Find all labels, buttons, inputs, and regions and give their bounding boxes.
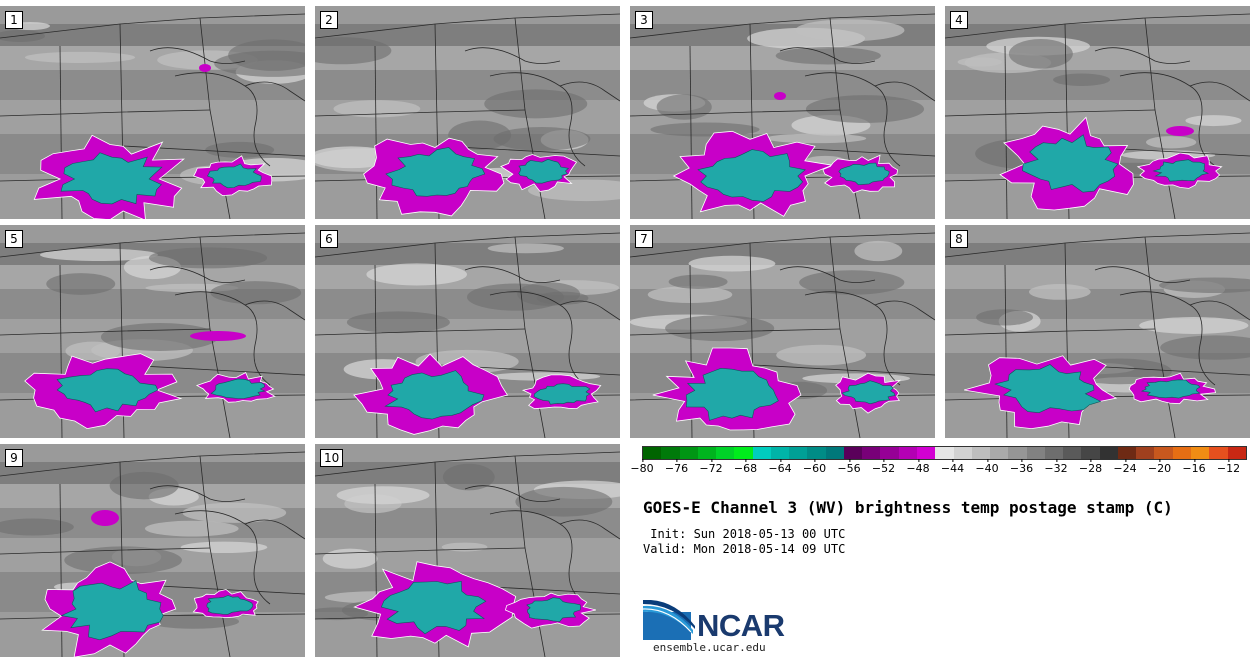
postage-stamp-panel: 8 [945, 225, 1250, 438]
colorbar-swatch [990, 447, 1009, 459]
colorbar: −80 −76 −72 −68 −64 −60 −56 −52 −48 −44 −40 −36 −32−… [630, 446, 1248, 486]
postage-stamp-panel: 1 [0, 6, 305, 219]
colorbar-swatch [1081, 447, 1100, 459]
water-vapor-map [315, 225, 620, 438]
panel-number-label: 1 [5, 11, 23, 29]
colorbar-tick-label: −44 [940, 459, 965, 475]
colorbar-tick-label: −32 [1044, 459, 1068, 475]
colorbar-swatch [1044, 447, 1064, 459]
colorbar-swatch [862, 447, 881, 459]
colorbar-swatch [953, 447, 972, 459]
colorbar-tick-label: −40 [975, 459, 999, 475]
colorbar-ticks: −80 −76 −72 −68 −64 −60 −56 −52 −48 −44 −40 −36 −32−… [630, 459, 1247, 480]
water-vapor-map [0, 444, 305, 657]
colorbar-swatch [898, 447, 917, 459]
colorbar-tick-label: −36 [1009, 459, 1034, 475]
postage-stamp-panel: 6 [315, 225, 620, 438]
colorbar-swatches [642, 446, 1247, 460]
figure-title: GOES-E Channel 3 (WV) brightness temp po… [643, 498, 1173, 517]
colorbar-swatch [716, 447, 735, 459]
init-time: Init: Sun 2018-05-13 00 UTC [643, 527, 846, 541]
colorbar-tick-label: −12 [1216, 459, 1241, 475]
panel-number-label: 9 [5, 449, 23, 467]
colorbar-swatch [679, 447, 698, 459]
ncar-logo-icon [643, 600, 695, 640]
colorbar-swatch [697, 447, 717, 459]
colorbar-swatch [1099, 447, 1118, 459]
colorbar-tick-label: −20 [1147, 459, 1172, 475]
postage-stamp-panel: 4 [945, 6, 1250, 219]
ncar-logo-text: NCAR [697, 608, 785, 643]
colorbar-swatch [971, 447, 991, 459]
colorbar-swatch [661, 447, 680, 459]
colorbar-tick-label: −76 [664, 459, 689, 475]
postage-stamp-panel: 5 [0, 225, 305, 438]
postage-stamp-panel: 9 [0, 444, 305, 657]
colorbar-tick-label: −48 [906, 459, 930, 475]
panel-number-label: 4 [950, 11, 968, 29]
colorbar-swatch [1063, 447, 1082, 459]
water-vapor-map [315, 444, 620, 657]
water-vapor-map [315, 6, 620, 219]
postage-stamp-panel: 2 [315, 6, 620, 219]
colorbar-swatch [825, 447, 844, 459]
panel-number-label: 3 [635, 11, 653, 29]
water-vapor-map [945, 225, 1250, 438]
colorbar-swatch [770, 447, 790, 459]
panel-number-label: 7 [635, 230, 653, 248]
postage-stamp-panel: 3 [630, 6, 935, 219]
panel-number-label: 8 [950, 230, 968, 248]
colorbar-swatch [734, 447, 753, 459]
colorbar-swatch [1008, 447, 1027, 459]
water-vapor-map [0, 225, 305, 438]
water-vapor-map [0, 6, 305, 219]
panel-number-label: 5 [5, 230, 23, 248]
valid-time: Valid: Mon 2018-05-14 09 UTC [643, 542, 846, 556]
colorbar-swatch [1136, 447, 1155, 459]
colorbar-swatch [752, 447, 771, 459]
panel-number-label: 2 [320, 11, 338, 29]
colorbar-tick-label: −24 [1113, 459, 1137, 475]
colorbar-swatch [1172, 447, 1191, 459]
water-vapor-map [630, 6, 935, 219]
colorbar-swatch [843, 447, 863, 459]
colorbar-swatch [807, 447, 826, 459]
water-vapor-map [630, 225, 935, 438]
logo-url: ensemble.ucar.edu [653, 641, 766, 654]
colorbar-swatch [1190, 447, 1210, 459]
colorbar-tick-label: −64 [768, 459, 792, 475]
colorbar-tick-label: −60 [802, 459, 827, 475]
colorbar-tick-label: −28 [1078, 459, 1103, 475]
colorbar-tick-label: −72 [699, 459, 723, 475]
colorbar-swatch [1227, 447, 1246, 459]
postage-stamp-panel: 10 [315, 444, 620, 657]
colorbar-swatch [935, 447, 954, 459]
postage-stamp-panel: 7 [630, 225, 935, 438]
water-vapor-map [945, 6, 1250, 219]
colorbar-swatch [880, 447, 899, 459]
colorbar-swatch [643, 447, 662, 459]
colorbar-tick-label: −16 [1182, 459, 1206, 475]
colorbar-swatch [1209, 447, 1228, 459]
colorbar-swatch [789, 447, 808, 459]
colorbar-tick-label: −80 [630, 459, 654, 475]
colorbar-tick-label: −56 [837, 459, 861, 475]
colorbar-swatch [1117, 447, 1137, 459]
colorbar-swatch [1154, 447, 1173, 459]
colorbar-tick-label: −52 [871, 459, 896, 475]
panel-number-label: 10 [320, 449, 344, 467]
panel-number-label: 6 [320, 230, 338, 248]
colorbar-swatch [916, 447, 936, 459]
colorbar-tick-label: −68 [733, 459, 758, 475]
colorbar-swatch [1026, 447, 1045, 459]
